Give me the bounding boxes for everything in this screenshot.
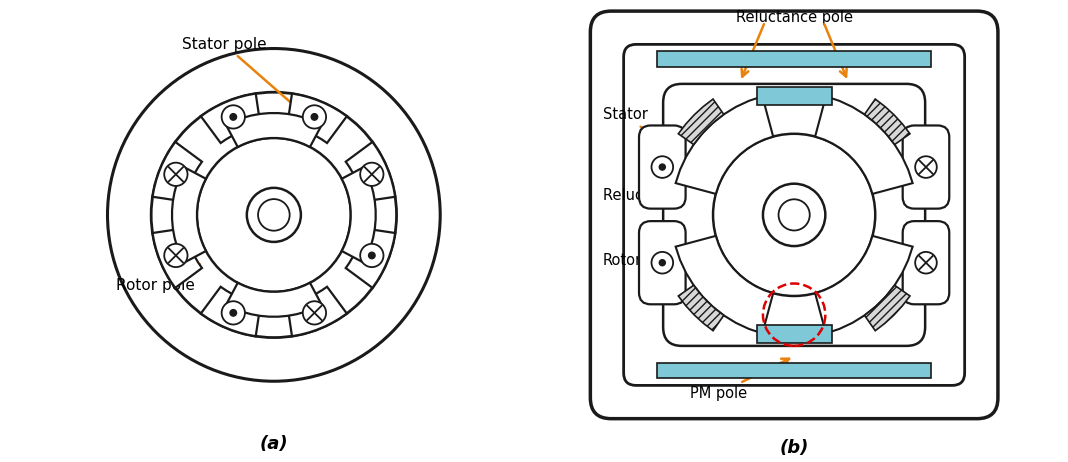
Polygon shape: [676, 97, 773, 194]
Polygon shape: [864, 285, 910, 331]
Text: (b): (b): [780, 439, 808, 457]
Circle shape: [164, 163, 188, 186]
Circle shape: [230, 310, 236, 316]
Polygon shape: [172, 167, 206, 263]
FancyBboxPatch shape: [591, 11, 998, 419]
FancyBboxPatch shape: [639, 126, 686, 209]
Polygon shape: [153, 142, 202, 202]
FancyBboxPatch shape: [663, 84, 925, 346]
Circle shape: [659, 164, 665, 170]
Circle shape: [368, 252, 375, 259]
Circle shape: [915, 156, 937, 178]
FancyBboxPatch shape: [624, 44, 964, 385]
Circle shape: [152, 92, 396, 338]
Circle shape: [108, 49, 440, 381]
Polygon shape: [287, 93, 347, 143]
FancyBboxPatch shape: [902, 126, 949, 209]
Circle shape: [164, 244, 188, 267]
Polygon shape: [346, 142, 395, 202]
Polygon shape: [226, 283, 321, 316]
Circle shape: [197, 138, 350, 292]
Text: (a): (a): [260, 435, 288, 453]
Polygon shape: [201, 287, 261, 336]
Text: PM pole: PM pole: [690, 359, 789, 401]
Polygon shape: [342, 167, 376, 263]
Polygon shape: [346, 228, 395, 288]
Bar: [757, 87, 832, 105]
Text: Stator pole: Stator pole: [182, 36, 308, 117]
Text: Rotor: Rotor: [602, 239, 706, 268]
Circle shape: [360, 244, 383, 267]
Polygon shape: [678, 285, 724, 331]
Polygon shape: [201, 93, 261, 143]
Circle shape: [763, 184, 826, 246]
Text: Reluctance nose: Reluctance nose: [602, 127, 724, 203]
Circle shape: [713, 134, 876, 296]
Circle shape: [222, 105, 245, 128]
Circle shape: [258, 199, 289, 231]
Circle shape: [360, 163, 383, 186]
Circle shape: [915, 252, 937, 274]
Circle shape: [230, 114, 236, 120]
Polygon shape: [864, 99, 910, 145]
Bar: [657, 363, 931, 378]
Polygon shape: [815, 236, 913, 334]
FancyBboxPatch shape: [902, 221, 949, 304]
Circle shape: [303, 301, 326, 324]
Circle shape: [659, 260, 665, 266]
FancyBboxPatch shape: [639, 221, 686, 304]
Circle shape: [311, 114, 317, 120]
Circle shape: [303, 105, 326, 128]
Polygon shape: [226, 113, 321, 147]
Text: Stator: Stator: [602, 107, 670, 149]
Circle shape: [651, 252, 673, 274]
Text: Rotor pole: Rotor pole: [115, 264, 200, 293]
Text: Reluctance pole: Reluctance pole: [736, 10, 852, 25]
Bar: [657, 51, 931, 67]
Polygon shape: [676, 236, 773, 334]
Circle shape: [779, 199, 810, 231]
Polygon shape: [153, 228, 202, 288]
Polygon shape: [815, 97, 913, 194]
Circle shape: [222, 301, 245, 324]
Bar: [757, 325, 832, 342]
Polygon shape: [287, 287, 347, 336]
Polygon shape: [678, 99, 724, 145]
Circle shape: [247, 188, 301, 242]
Circle shape: [651, 156, 673, 178]
